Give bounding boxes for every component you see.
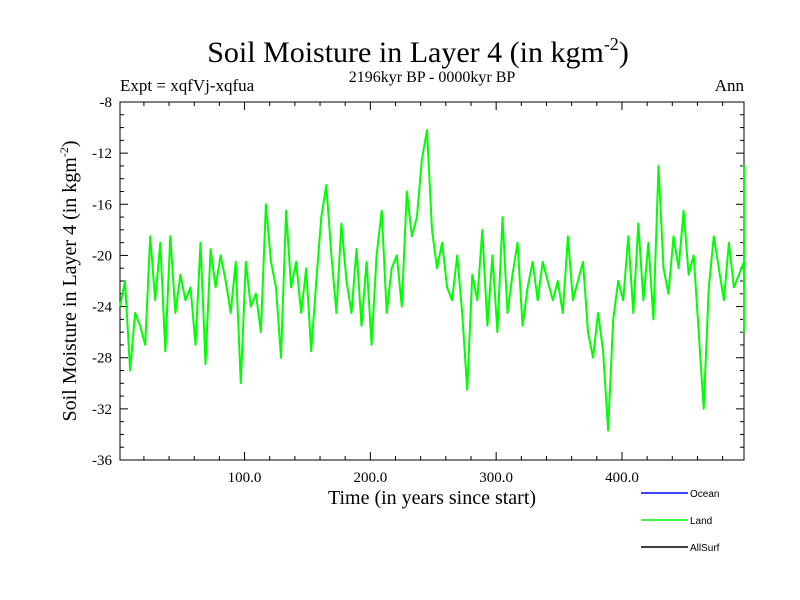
x-axis: 100.0 200.0 300.0 400.0 [143, 102, 724, 486]
x-tick-label: 300.0 [479, 470, 513, 486]
x-tick-label: 100.0 [228, 470, 262, 486]
chart-title-close: ) [619, 36, 629, 69]
chart-title-main: Soil Moisture in Layer 4 (in kgm [207, 36, 604, 69]
legend-label-land: Land [690, 516, 712, 527]
y-tick-label: -32 [92, 402, 112, 418]
expt-label: Expt = xqfVj-xqfua [120, 76, 255, 95]
series-group [119, 129, 745, 432]
season-label: Ann [715, 76, 745, 95]
y-tick-label: -16 [92, 197, 112, 213]
y-axis-label-main: Soil Moisture in Layer 4 (in kgm [59, 157, 81, 422]
y-tick-label: -36 [92, 453, 112, 469]
x-axis-label: Time (in years since start) [328, 487, 536, 509]
y-tick-label: -28 [92, 351, 112, 367]
y-tick-label: -24 [92, 300, 112, 316]
period-label: 2196kyr BP - 0000kyr BP [349, 69, 516, 86]
chart-title-sup: -2 [604, 34, 619, 54]
legend: Ocean Land AllSurf [641, 489, 720, 554]
y-axis-label: Soil Moisture in Layer 4 (in kgm-2) [57, 140, 81, 421]
y-tick-label: -8 [100, 95, 113, 111]
y-axis-label-sup: -2 [57, 147, 71, 157]
x-tick-label: 400.0 [605, 470, 639, 486]
y-tick-label: -12 [92, 146, 112, 162]
y-axis-label-close: ) [59, 140, 81, 147]
chart-title: Soil Moisture in Layer 4 (in kgm-2) [207, 34, 629, 69]
legend-label-allsurf: AllSurf [690, 543, 720, 554]
x-tick-label: 200.0 [353, 470, 387, 486]
y-tick-label: -20 [92, 248, 112, 264]
series-line-land [119, 129, 745, 432]
legend-label-ocean: Ocean [690, 489, 719, 500]
y-axis: -36 -32 -28 -24 -20 -16 -12 -8 [92, 95, 744, 469]
